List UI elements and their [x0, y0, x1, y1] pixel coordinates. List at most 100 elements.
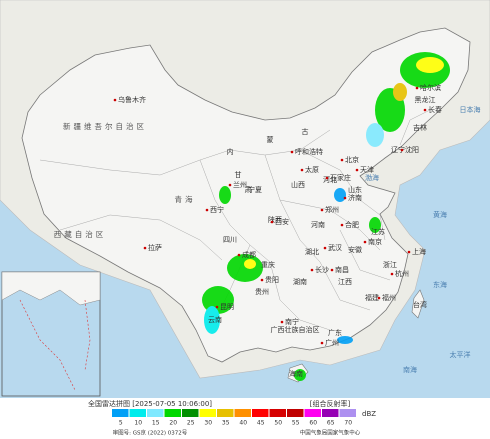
legend-swatch — [269, 409, 286, 417]
city-marker — [237, 253, 241, 257]
province-label: 重庆 — [261, 260, 275, 269]
city-label: 兰州 — [233, 180, 247, 189]
legend-product: [组合反射率] — [310, 399, 351, 408]
province-label: 甘 — [235, 170, 242, 179]
province-label: 河南 — [311, 220, 325, 229]
province-label: 陕西 — [268, 215, 282, 224]
province-label: 贵州 — [255, 287, 269, 296]
legend-value: 20 — [169, 420, 177, 427]
city-marker — [377, 296, 381, 300]
city-label: 北京 — [345, 155, 359, 164]
inset-land — [1, 271, 101, 306]
city-marker — [390, 272, 394, 276]
city-marker — [280, 320, 284, 324]
city-label: 太原 — [305, 165, 319, 174]
approval-number: 审图号: GS京 (2022) 0372号 — [113, 429, 188, 437]
legend-swatch — [112, 409, 129, 417]
city-label: 长沙 — [315, 265, 329, 274]
city-label: 广州 — [325, 338, 339, 347]
city-marker — [323, 246, 327, 250]
legend-value: 5 — [119, 420, 123, 427]
province-label: 广东 — [328, 328, 342, 337]
legend-value: 30 — [204, 420, 212, 427]
city-label: 长春 — [428, 105, 442, 114]
city-label: 济南 — [348, 193, 362, 202]
sea-label: 东海 — [433, 280, 447, 289]
legend-swatch — [322, 409, 339, 417]
legend-panel — [0, 398, 490, 439]
legend-swatch — [164, 409, 181, 417]
legend-value: 40 — [239, 420, 247, 427]
source: 中国气象局国家气象中心 — [300, 429, 361, 437]
legend-value: 50 — [274, 420, 282, 427]
province-label: 山西 — [291, 180, 305, 189]
province-label: 辽宁 — [391, 145, 405, 154]
province-label: 广西壮族自治区 — [271, 325, 320, 334]
legend-value: 65 — [327, 420, 335, 427]
city-label: 天津 — [360, 166, 374, 174]
city-marker — [113, 98, 117, 102]
city-label: 南昌 — [335, 265, 349, 274]
city-marker — [143, 246, 147, 250]
city-marker — [340, 158, 344, 162]
radar-echo — [202, 52, 450, 381]
province-label: 湖北 — [305, 247, 319, 256]
province-label: 湖南 — [293, 277, 307, 286]
province-label: 海南 — [289, 369, 303, 378]
legend-value: 35 — [222, 420, 230, 427]
legend-value: 25 — [187, 420, 195, 427]
province-label: 新疆维吾尔自治区 — [63, 121, 147, 131]
province-label: 福建 — [365, 293, 379, 302]
city-marker — [215, 305, 219, 309]
legend-swatch — [182, 409, 199, 417]
city-label: 哈尔滨 — [420, 83, 441, 92]
legend-value: 15 — [152, 420, 160, 427]
province-label: 蒙 — [267, 135, 274, 144]
city-label: 拉萨 — [148, 243, 162, 252]
legend-unit: dBZ — [362, 410, 376, 418]
city-marker — [400, 148, 404, 152]
legend-swatch — [199, 409, 216, 417]
province-label: 吉林 — [413, 123, 427, 132]
taiwan — [411, 289, 425, 319]
city-label: 杭州 — [395, 269, 409, 278]
sea-label: 渤海 — [365, 173, 379, 182]
province-label: 四川 — [223, 236, 237, 244]
province-label: 安徽 — [348, 245, 362, 254]
city-marker — [320, 208, 324, 212]
city-label: 西安 — [275, 217, 289, 226]
sea-label: 日本海 — [460, 105, 481, 114]
city-marker — [355, 168, 359, 172]
legend-swatch — [304, 409, 321, 417]
city-marker — [340, 223, 344, 227]
legend-title: 全国雷达拼图 [2025-07-05 10:06:00] — [88, 399, 212, 408]
city-marker — [300, 168, 304, 172]
province-borders — [39, 109, 431, 331]
city-label: 西宁 — [210, 205, 224, 214]
city-label: 郑州 — [325, 206, 339, 214]
province-label: 江西 — [338, 278, 352, 286]
city-label: 武汉 — [328, 243, 342, 252]
city-marker — [290, 150, 294, 154]
legend-value: 10 — [134, 420, 142, 427]
legend-value: 45 — [257, 420, 265, 427]
city-label: 贵阳 — [265, 275, 279, 284]
city-marker — [270, 220, 274, 224]
city-marker — [423, 108, 427, 112]
city-marker — [415, 86, 419, 90]
province-label: 江苏 — [371, 227, 385, 236]
legend-swatch — [147, 409, 164, 417]
city-marker — [310, 268, 314, 272]
city-label: 福州 — [382, 293, 396, 302]
sea-label: 太平洋 — [450, 350, 471, 359]
city-marker — [407, 250, 411, 254]
city-marker — [228, 183, 232, 187]
legend-swatch — [287, 409, 304, 417]
city-label: 上海 — [412, 247, 426, 256]
province-label: 西藏自治区 — [54, 229, 107, 239]
city-label: 合肥 — [345, 220, 359, 229]
city-marker — [325, 176, 329, 180]
province-label: 浙江 — [383, 260, 397, 269]
china-outline — [21, 27, 471, 363]
